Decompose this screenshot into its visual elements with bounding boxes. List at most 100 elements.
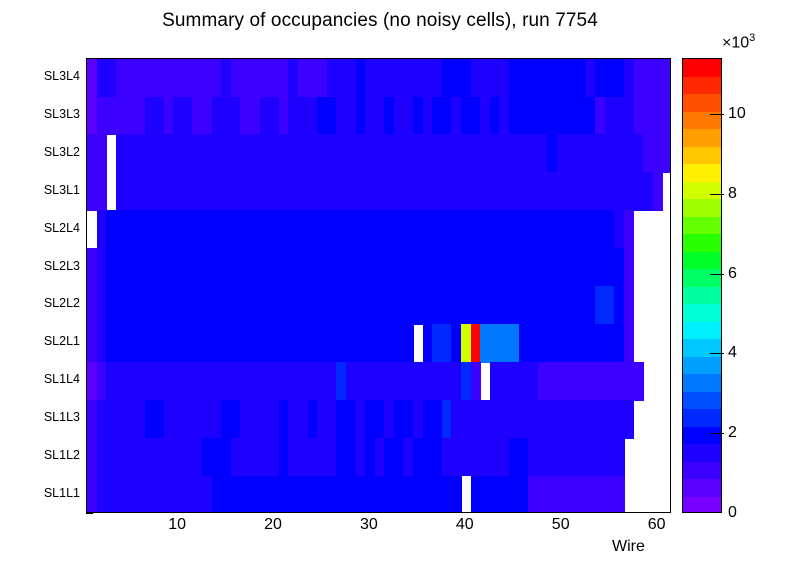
heatmap-cell [87,59,98,98]
heatmap-cell [87,324,98,363]
heatmap-cell [96,399,146,439]
heatmap-cell [489,96,500,136]
heatmap-cell [317,96,337,136]
colorbar-slice [683,478,721,497]
heatmap-cell [355,59,366,98]
colorbar-slice [683,163,721,182]
heatmap-cell [221,399,242,439]
colorbar-slice [683,303,721,322]
x-tick-label-60: 60 [647,516,666,533]
heatmap-cell [240,96,261,136]
x-tick-label-30: 30 [360,516,378,533]
x-tick-label-40: 40 [455,516,474,533]
heatmap-cell [393,399,414,439]
colorbar-tick-label-5: 10 [728,104,746,122]
x-tick-label-50: 50 [551,516,570,533]
colorbar-slice [683,408,721,427]
heatmap-cell [163,399,222,439]
heatmap-cell [87,361,98,401]
heatmap-cell [355,437,366,477]
heatmap-cell [87,248,98,287]
heatmap-cell [403,437,414,477]
heatmap-cell [96,59,117,98]
heatmap-cell [470,324,481,363]
heatmap-cell [278,437,289,477]
heatmap-cell [96,96,146,136]
heatmap-cell [87,475,98,512]
heatmap-cell [624,324,635,363]
heatmap-cell [336,437,357,477]
heatmap-cell [211,475,462,512]
heatmap-cell [556,134,644,174]
x-tick-label-10: 10 [168,516,186,533]
heatmap-cell [604,96,635,136]
heatmap-cell [480,324,520,363]
heatmap-cell [106,248,625,287]
heatmap-cell [87,134,107,174]
heatmap-cell [106,286,596,325]
heatmap-cell [624,59,635,98]
heatmap-cell [595,59,625,98]
heatmap-cell [413,96,424,136]
heatmap-cell [202,437,232,477]
colorbar-tick [710,113,724,115]
page-title: Summary of occupancies (no noisy cells),… [162,10,598,31]
heatmap-cell [355,96,366,136]
heatmap-cell [106,210,616,249]
heatmap-cell [144,399,165,439]
x-tick-label-20: 20 [264,516,282,533]
heatmap-cell [537,361,644,401]
heatmap-cell [470,475,529,512]
heatmap-cell [624,286,635,325]
colorbar-slice [683,181,721,200]
heatmap-cell [384,96,395,136]
heatmap-cell [384,399,395,439]
heatmap-cell [374,437,385,477]
heatmap-cell [384,437,405,477]
heatmap-cell [614,210,625,249]
colorbar[interactable] [682,58,722,513]
colorbar-slice [683,443,721,462]
heatmap-cell [365,59,443,98]
colorbar-slice [683,128,721,147]
heatmap-cell [96,324,107,363]
heatmap-cell [336,361,347,401]
heatmap-cell [441,399,453,439]
y-tick-label-sl2l3: SL2L3 [43,258,80,273]
colorbar-slice [683,461,721,480]
heatmap-cell [393,96,414,136]
heatmap-cell [96,248,107,287]
colorbar-slice [683,391,721,410]
colorbar-tick [710,193,724,195]
colorbar-tick [710,433,724,435]
colorbar-slice [683,286,721,305]
heatmap-cell [652,172,663,212]
heatmap-cell [288,96,318,136]
colorbar-exponent-prefix: ×10 [722,34,750,52]
colorbar-slice [683,233,721,252]
heatmap-cell [461,96,481,136]
colorbar-tick-label-1: 2 [728,424,737,442]
heatmap-cell [173,96,194,136]
y-tick-minor [86,513,93,514]
heatmap-cell [87,286,98,325]
y-tick-label-sl1l1: SL1L1 [43,486,80,501]
heatmap-cell [451,96,462,136]
heatmap-cell [528,475,625,512]
heatmap-cell [422,399,443,439]
heatmap-plot-area[interactable] [86,58,671,513]
heatmap-cell [259,96,280,136]
heatmap-cell [633,59,670,98]
y-tick-label-sl1l2: SL1L2 [43,448,80,463]
heatmap-cell [240,399,280,439]
heatmap-cell [230,59,289,98]
colorbar-slice [683,251,721,270]
colorbar-slice [683,93,721,112]
y-tick-label-sl3l1: SL3L1 [43,182,80,197]
heatmap-cell [422,324,433,363]
heatmap-cells [87,59,670,512]
y-tick-label-sl2l1: SL2L1 [43,334,80,349]
colorbar-tick-label-2: 4 [728,344,737,362]
heatmap-cell [441,59,472,98]
heatmap-cell [221,59,232,98]
